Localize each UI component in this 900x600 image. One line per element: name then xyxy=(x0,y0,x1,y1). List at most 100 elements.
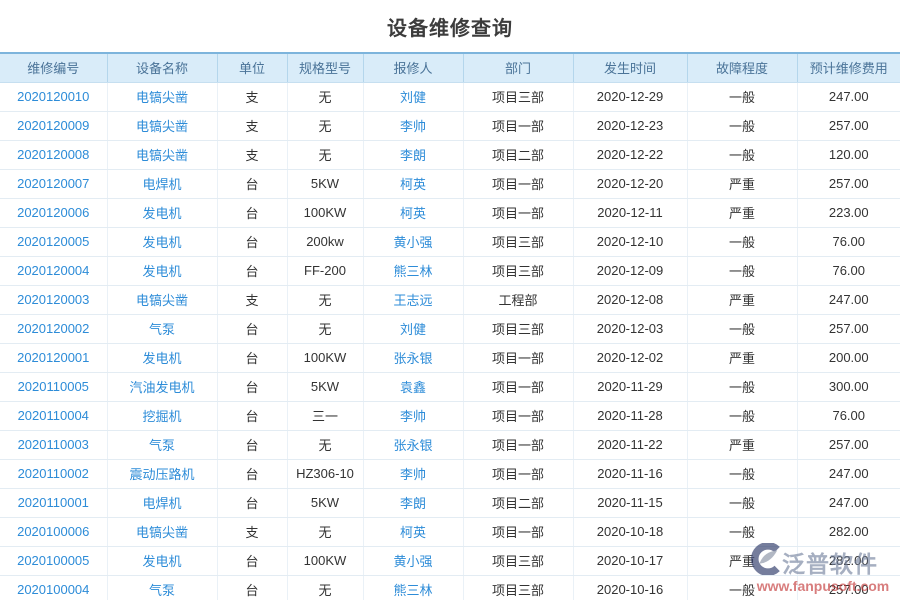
cell-est-cost: 282.00 xyxy=(797,546,900,576)
cell-equipment-name: 发电机 xyxy=(107,227,218,257)
cell-occur-date: 2020-12-20 xyxy=(573,169,688,199)
cell-repair-no[interactable]: 2020120008 xyxy=(0,140,108,170)
cell-occur-date: 2020-12-02 xyxy=(573,343,688,373)
column-header-equipment-name: 设备名称 xyxy=(107,53,218,83)
cell-repair-no[interactable]: 2020120005 xyxy=(0,227,108,257)
cell-fault-level: 一般 xyxy=(687,401,798,431)
cell-repair-no[interactable]: 2020120002 xyxy=(0,314,108,344)
cell-equipment-name: 气泵 xyxy=(107,575,218,600)
cell-spec-model: HZ306-10 xyxy=(287,459,364,489)
cell-repair-no[interactable]: 2020100006 xyxy=(0,517,108,547)
cell-est-cost: 247.00 xyxy=(797,285,900,315)
cell-department: 项目一部 xyxy=(463,111,574,141)
cell-spec-model: 无 xyxy=(287,575,364,600)
cell-repair-no[interactable]: 2020120001 xyxy=(0,343,108,373)
column-header-repair-no: 维修编号 xyxy=(0,53,108,83)
cell-repair-no[interactable]: 2020110002 xyxy=(0,459,108,489)
cell-spec-model: 100KW xyxy=(287,198,364,228)
cell-occur-date: 2020-11-22 xyxy=(573,430,688,460)
cell-equipment-name: 电镐尖凿 xyxy=(107,285,218,315)
cell-unit: 支 xyxy=(217,82,288,112)
cell-repair-no[interactable]: 2020120010 xyxy=(0,82,108,112)
table-row: 2020110002 震动压路机台 HZ306-10 李帅 项目一部 2020-11-16… xyxy=(0,459,900,489)
cell-occur-date: 2020-12-09 xyxy=(573,256,688,286)
cell-unit: 台 xyxy=(217,372,288,402)
records-body: 2020120010 电镐尖凿支无刘健 项目三部 2020-12-29 一般 247.00… xyxy=(0,82,900,600)
cell-unit: 台 xyxy=(217,575,288,600)
cell-repair-no[interactable]: 2020120009 xyxy=(0,111,108,141)
cell-department: 项目三部 xyxy=(463,314,574,344)
cell-spec-model: 5KW xyxy=(287,169,364,199)
cell-reporter: 柯英 xyxy=(363,169,464,199)
table-row: 2020110003 气泵台无张永银 项目一部 2020-11-22 严重 257.00 xyxy=(0,430,900,460)
cell-spec-model: FF-200 xyxy=(287,256,364,286)
cell-department: 项目三部 xyxy=(463,82,574,112)
cell-reporter: 王志远 xyxy=(363,285,464,315)
cell-reporter: 刘健 xyxy=(363,82,464,112)
page-title: 设备维修查询 xyxy=(387,18,513,40)
cell-occur-date: 2020-12-22 xyxy=(573,140,688,170)
cell-repair-no[interactable]: 2020120003 xyxy=(0,285,108,315)
column-header-fault-level: 故障程度 xyxy=(687,53,798,83)
cell-department: 项目一部 xyxy=(463,169,574,199)
cell-reporter: 李帅 xyxy=(363,111,464,141)
cell-department: 项目一部 xyxy=(463,198,574,228)
cell-equipment-name: 电镐尖凿 xyxy=(107,140,218,170)
cell-est-cost: 76.00 xyxy=(797,401,900,431)
cell-occur-date: 2020-10-16 xyxy=(573,575,688,600)
cell-unit: 台 xyxy=(217,488,288,518)
cell-unit: 支 xyxy=(217,140,288,170)
cell-reporter: 张永银 xyxy=(363,343,464,373)
cell-est-cost: 223.00 xyxy=(797,198,900,228)
cell-department: 项目三部 xyxy=(463,546,574,576)
cell-repair-no[interactable]: 2020100004 xyxy=(0,575,108,600)
table-row: 2020120007 电焊机台 5KW 柯英 项目一部 2020-12-20 严重 257.0… xyxy=(0,169,900,199)
column-header-occur-date: 发生时间 xyxy=(573,53,688,83)
cell-repair-no[interactable]: 2020120006 xyxy=(0,198,108,228)
cell-repair-no[interactable]: 2020110004 xyxy=(0,401,108,431)
cell-est-cost: 247.00 xyxy=(797,488,900,518)
cell-reporter: 李帅 xyxy=(363,459,464,489)
cell-fault-level: 一般 xyxy=(687,111,798,141)
cell-repair-no[interactable]: 2020120007 xyxy=(0,169,108,199)
cell-fault-level: 严重 xyxy=(687,198,798,228)
cell-fault-level: 一般 xyxy=(687,140,798,170)
cell-repair-no[interactable]: 2020110005 xyxy=(0,372,108,402)
cell-est-cost: 282.00 xyxy=(797,517,900,547)
cell-fault-level: 一般 xyxy=(687,227,798,257)
cell-occur-date: 2020-11-29 xyxy=(573,372,688,402)
cell-spec-model: 无 xyxy=(287,517,364,547)
cell-fault-level: 一般 xyxy=(687,314,798,344)
cell-department: 工程部 xyxy=(463,285,574,315)
cell-equipment-name: 汽油发电机 xyxy=(107,372,218,402)
cell-equipment-name: 气泵 xyxy=(107,314,218,344)
cell-equipment-name: 电镐尖凿 xyxy=(107,517,218,547)
cell-reporter: 李朗 xyxy=(363,140,464,170)
cell-repair-no[interactable]: 2020120004 xyxy=(0,256,108,286)
cell-fault-level: 一般 xyxy=(687,488,798,518)
cell-repair-no[interactable]: 2020110003 xyxy=(0,430,108,460)
cell-reporter: 黄小强 xyxy=(363,546,464,576)
cell-occur-date: 2020-11-15 xyxy=(573,488,688,518)
table-row: 2020110001 电焊机台 5KW 李朗 项目二部 2020-11-15 一般 247.0… xyxy=(0,488,900,518)
table-row: 2020120003 电镐尖凿支无王志远 工程部 2020-12-08 严重 247.00 xyxy=(0,285,900,315)
cell-est-cost: 120.00 xyxy=(797,140,900,170)
header-row: 维修编号 设备名称 单位 规格型号 报修人 部门 发生时间 故障程度 预计维修费用 xyxy=(0,53,900,83)
table-row: 2020110005 汽油发电机台 5KW 袁鑫 项目一部 2020-11-29 一般 300… xyxy=(0,372,900,402)
cell-repair-no[interactable]: 2020100005 xyxy=(0,546,108,576)
cell-department: 项目三部 xyxy=(463,227,574,257)
cell-repair-no[interactable]: 2020110001 xyxy=(0,488,108,518)
cell-unit: 台 xyxy=(217,314,288,344)
cell-reporter: 刘健 xyxy=(363,314,464,344)
column-header-department: 部门 xyxy=(463,53,574,83)
cell-est-cost: 76.00 xyxy=(797,227,900,257)
cell-occur-date: 2020-12-03 xyxy=(573,314,688,344)
cell-equipment-name: 电镐尖凿 xyxy=(107,82,218,112)
cell-department: 项目一部 xyxy=(463,517,574,547)
cell-department: 项目一部 xyxy=(463,401,574,431)
cell-equipment-name: 发电机 xyxy=(107,198,218,228)
cell-fault-level: 严重 xyxy=(687,546,798,576)
cell-unit: 台 xyxy=(217,430,288,460)
cell-equipment-name: 电焊机 xyxy=(107,488,218,518)
cell-reporter: 袁鑫 xyxy=(363,372,464,402)
